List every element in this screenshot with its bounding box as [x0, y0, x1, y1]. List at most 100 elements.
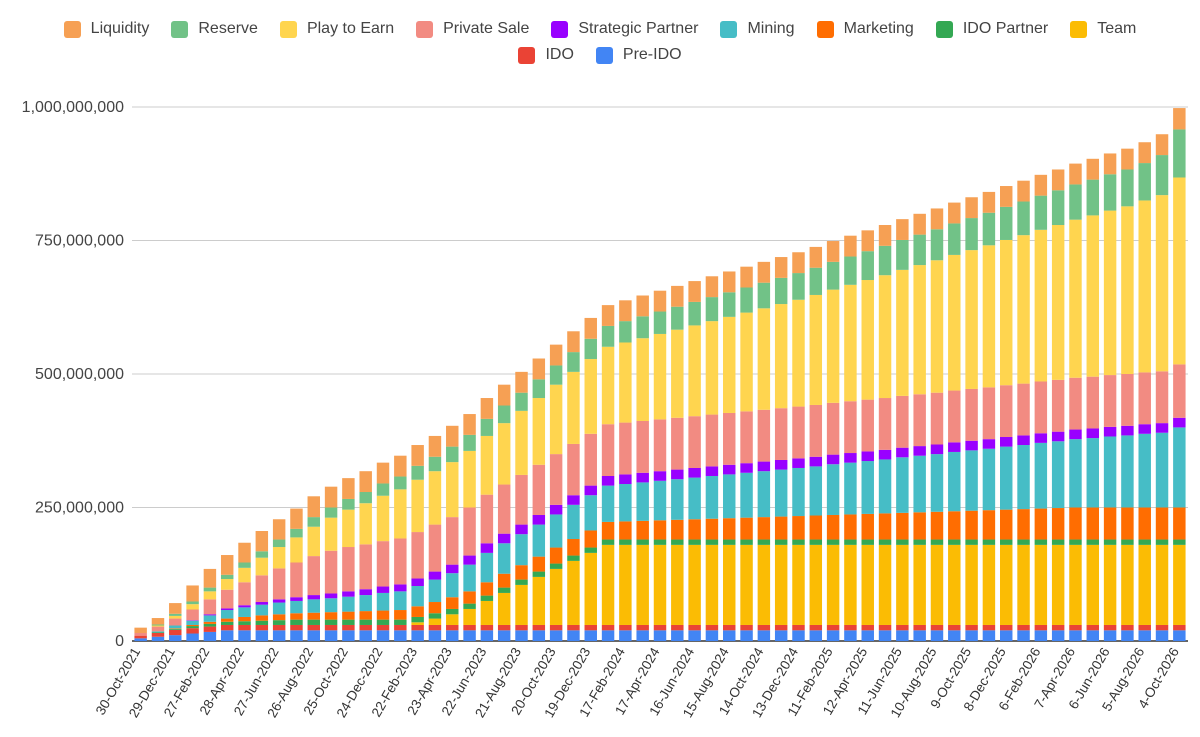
bar-stack	[1051, 169, 1065, 641]
bar-segment-strategic-partner	[1034, 433, 1048, 443]
bar-segment-private-sale	[272, 568, 286, 600]
bar-segment-pre-ido	[671, 630, 684, 641]
bar-stack	[567, 331, 580, 641]
bar-segment-play-to-earn	[878, 275, 892, 399]
bar-segment-pre-ido	[290, 630, 303, 641]
bar-segment-play-to-earn	[359, 503, 372, 545]
bar-segment-team	[532, 576, 546, 625]
bar-segment-ido-partner	[1173, 539, 1186, 545]
legend-swatch	[279, 20, 297, 38]
bar-segment-marketing	[359, 611, 372, 620]
bar-stack	[1103, 153, 1117, 641]
bar-segment-ido	[532, 624, 546, 631]
bar-segment-play-to-earn	[844, 284, 857, 402]
bar-segment-mining	[671, 479, 684, 520]
bar-segment-pre-ido	[982, 630, 996, 641]
bar-segment-ido-partner	[844, 539, 857, 545]
bar-segment-ido-partner	[1000, 539, 1013, 545]
bar-segment-strategic-partner	[428, 571, 442, 580]
bar-segment-ido-partner	[169, 628, 182, 630]
bar-segment-ido	[324, 624, 338, 631]
bar-segment-team	[688, 544, 701, 625]
bar-segment-ido	[1069, 624, 1082, 631]
bar-segment-reserve	[982, 212, 996, 246]
bar-segment-play-to-earn	[290, 537, 303, 563]
bar-segment-marketing	[480, 582, 494, 596]
bar-segment-pre-ido	[1155, 630, 1169, 641]
bar-segment-liquidity	[688, 281, 701, 302]
bar-stack	[480, 398, 494, 641]
bar-segment-pre-ido	[359, 630, 372, 641]
bar-segment-private-sale	[169, 618, 182, 626]
bar-segment-strategic-partner	[567, 495, 580, 505]
bar-stack	[896, 219, 909, 641]
bar-segment-private-sale	[567, 443, 580, 496]
bar-segment-ido	[826, 624, 840, 631]
bar-segment-mining	[480, 552, 494, 583]
bar-segment-team	[982, 544, 996, 625]
bar-segment-mining	[688, 477, 701, 520]
bar-segment-marketing	[1121, 507, 1134, 540]
bar-segment-ido	[1173, 624, 1186, 631]
bar-segment-ido-partner	[515, 579, 528, 585]
bar-segment-ido	[515, 624, 528, 631]
bar-segment-liquidity	[203, 568, 217, 588]
bar-segment-mining	[186, 620, 199, 625]
bar-segment-play-to-earn	[497, 423, 511, 485]
bar-segment-team	[774, 544, 788, 625]
bar-segment-ido-partner	[480, 595, 494, 601]
bar-segment-pre-ido	[532, 630, 546, 641]
bar-segment-mining	[1103, 436, 1117, 508]
bar-segment-pre-ido	[186, 633, 199, 641]
bar-segment-liquidity	[671, 285, 684, 307]
bar-segment-marketing	[532, 556, 546, 572]
bar-segment-ido-partner	[411, 616, 424, 623]
bar-segment-team	[515, 584, 528, 625]
bar-segment-private-sale	[151, 626, 165, 632]
bar-segment-pre-ido	[567, 630, 580, 641]
bar-segment-ido-partner	[740, 539, 753, 545]
bar-segment-ido-partner	[757, 539, 771, 545]
bar-segment-ido-partner	[826, 539, 840, 545]
bar-segment-strategic-partner	[878, 449, 892, 460]
bar-segment-strategic-partner	[549, 504, 563, 515]
bar-segment-liquidity	[896, 219, 909, 240]
bar-segment-strategic-partner	[809, 456, 823, 467]
bar-segment-ido-partner	[272, 620, 286, 625]
bar-segment-private-sale	[411, 532, 424, 579]
bar-segment-reserve	[307, 517, 320, 527]
bar-stack	[930, 208, 944, 641]
bar-segment-play-to-earn	[342, 509, 355, 548]
bar-segment-strategic-partner	[1173, 417, 1186, 428]
legend-swatch	[518, 46, 536, 64]
bar-segment-play-to-earn	[169, 615, 182, 619]
bar-segment-private-sale	[844, 401, 857, 454]
bar-segment-pre-ido	[757, 630, 771, 641]
bar-segment-liquidity	[497, 384, 511, 406]
bar-stack	[290, 508, 303, 641]
bar-stack	[497, 384, 511, 641]
legend-item-ido-partner: IDO Partner	[935, 20, 1048, 38]
bar-segment-play-to-earn	[255, 557, 269, 576]
bar-segment-strategic-partner	[740, 463, 753, 473]
bar-segment-liquidity	[982, 191, 996, 213]
bar-stack	[376, 462, 390, 641]
bar-segment-reserve	[532, 379, 546, 399]
bar-segment-strategic-partner	[757, 461, 771, 472]
bar-segment-marketing	[238, 616, 251, 622]
bar-segment-ido	[428, 624, 442, 631]
bar-segment-team	[411, 622, 424, 625]
bar-segment-pre-ido	[965, 630, 978, 641]
bar-segment-play-to-earn	[740, 312, 753, 412]
bar-segment-reserve	[809, 267, 823, 295]
bar-segment-mining	[290, 600, 303, 614]
bar-segment-ido-partner	[636, 539, 649, 545]
bar-segment-strategic-partner	[532, 514, 546, 525]
bar-stack	[982, 191, 996, 641]
bar-segment-private-sale	[186, 609, 199, 621]
bar-stack	[186, 585, 199, 641]
bar-segment-private-sale	[532, 464, 546, 515]
bar-segment-mining	[169, 625, 182, 629]
bar-segment-liquidity	[826, 241, 840, 262]
bar-segment-liquidity	[1069, 163, 1082, 185]
